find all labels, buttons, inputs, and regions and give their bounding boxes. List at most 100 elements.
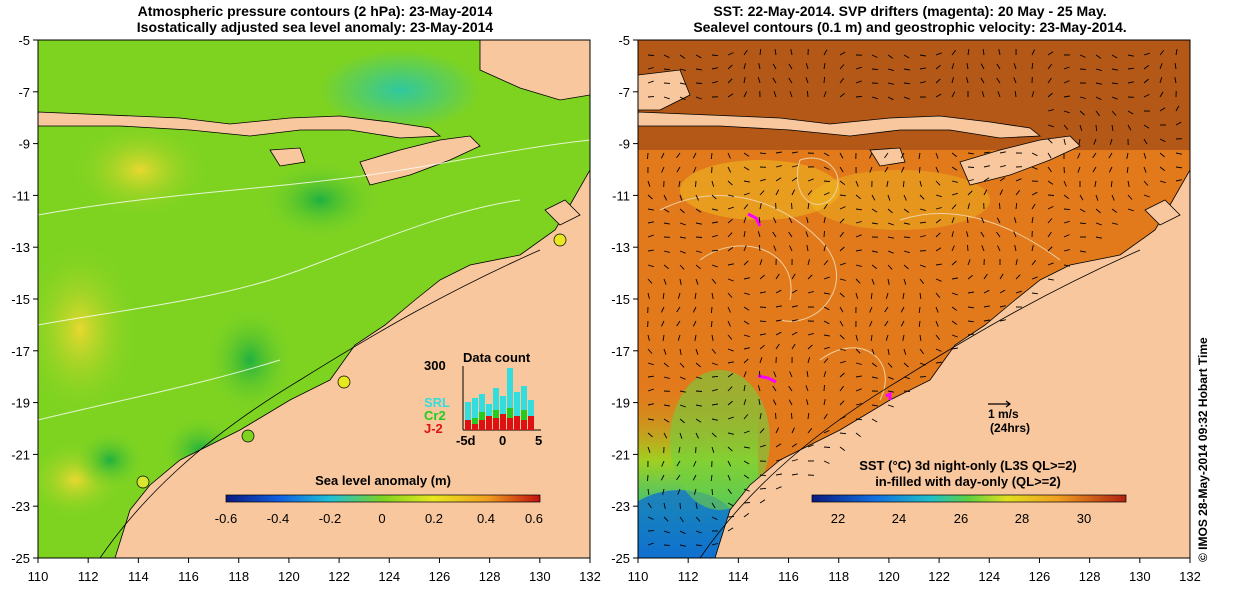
velocity-arrow <box>967 166 975 168</box>
velocity-arrow <box>1127 194 1133 200</box>
velocity-arrow <box>775 427 780 434</box>
velocity-arrow <box>919 221 927 224</box>
velocity-arrow <box>1047 278 1054 281</box>
velocity-arrow <box>663 208 670 213</box>
velocity-arrow <box>679 432 683 439</box>
velocity-arrow <box>884 320 889 327</box>
velocity-arrow <box>951 63 955 70</box>
velocity-arrow <box>1127 54 1134 57</box>
sla-tick: 0.6 <box>525 511 543 526</box>
sla-tick: 0.2 <box>425 511 443 526</box>
left-lon-tick-label: 112 <box>78 569 99 584</box>
velocity-arrow <box>759 274 765 280</box>
velocity-arrow <box>711 375 719 378</box>
right-title-line1: SST: 22-May-2014. SVP drifters (magenta)… <box>713 3 1107 19</box>
velocity-arrow <box>775 189 780 196</box>
velocity-arrow <box>1126 166 1129 173</box>
velocity-arrow <box>791 443 798 448</box>
velocity-arrow <box>743 513 750 518</box>
velocity-arrow <box>1014 245 1017 252</box>
velocity-arrow <box>805 231 809 238</box>
velocity-arrow <box>647 152 649 160</box>
velocity-arrow <box>1175 152 1182 155</box>
velocity-arrow <box>759 428 765 434</box>
velocity-arrow <box>759 333 766 336</box>
right-lon-tick-label: 130 <box>1129 569 1151 584</box>
velocity-arrow <box>679 264 685 270</box>
velocity-arrow <box>839 416 846 420</box>
velocity-arrow <box>871 418 878 423</box>
right-lon-tick-label: 118 <box>828 569 849 584</box>
velocity-arrow <box>711 194 717 200</box>
velocity-arrow <box>647 362 654 366</box>
velocity-arrow <box>1143 93 1150 98</box>
velocity-arrow <box>807 290 814 294</box>
velocity-arrow <box>1063 264 1070 267</box>
velocity-arrow <box>711 54 719 57</box>
velocity-arrow <box>727 278 734 282</box>
velocity-arrow <box>772 63 777 70</box>
velocity-arrow <box>1159 166 1166 171</box>
left-lon-tick-label: 114 <box>128 569 149 584</box>
velocity-arrow <box>1047 77 1052 84</box>
velocity-arrow <box>759 444 766 448</box>
velocity-arrow <box>775 331 782 336</box>
velocity-arrow <box>839 385 844 392</box>
velocity-arrow <box>775 459 782 462</box>
velocity-arrow <box>679 96 686 101</box>
velocity-arrow <box>951 245 955 252</box>
velocity-arrow <box>1031 62 1034 70</box>
velocity-arrow <box>743 474 750 479</box>
right-lat-tick-label: -11 <box>612 188 630 203</box>
velocity-arrow <box>1015 290 1022 294</box>
velocity-arrow <box>791 289 798 294</box>
velocity-arrow <box>855 194 861 200</box>
velocity-arrow <box>663 264 669 270</box>
geostrophic-vectors <box>647 48 1183 547</box>
velocity-arrow <box>887 390 894 393</box>
velocity-arrow <box>951 292 958 296</box>
velocity-arrow <box>1127 180 1130 187</box>
velocity-arrow <box>775 443 782 448</box>
velocity-arrow <box>903 68 910 71</box>
velocity-arrow <box>1031 292 1038 295</box>
right-lon-tick-label: 112 <box>678 569 699 584</box>
velocity-arrow <box>839 206 846 210</box>
velocity-arrow <box>999 164 1006 168</box>
velocity-arrow <box>743 385 746 392</box>
velocity-arrow <box>711 542 718 546</box>
left-lon-tick-label: 116 <box>178 569 199 584</box>
velocity-arrow <box>1015 202 1018 210</box>
velocity-arrow <box>1047 51 1054 56</box>
velocity-arrow <box>679 82 686 85</box>
velocity-arrow <box>711 403 718 406</box>
velocity-arrow <box>759 413 762 420</box>
velocity-arrow <box>1159 50 1165 56</box>
velocity-arrow <box>999 177 1006 182</box>
velocity-arrow <box>855 348 861 354</box>
velocity-arrow <box>951 260 957 266</box>
velocity-arrow <box>935 219 942 224</box>
velocity-arrow <box>693 460 697 467</box>
right-lat-tick-label: -9 <box>618 137 630 152</box>
velocity-arrow <box>919 54 926 57</box>
velocity-arrow <box>663 362 669 368</box>
velocity-arrow <box>839 152 844 159</box>
velocity-arrow <box>823 180 831 183</box>
vector-scale-period: (24hrs) <box>990 421 1030 435</box>
velocity-arrow <box>1095 194 1099 201</box>
velocity-arrow <box>1015 259 1018 266</box>
velocity-arrow <box>743 63 746 70</box>
velocity-arrow <box>983 305 990 308</box>
velocity-arrow <box>679 418 685 424</box>
velocity-arrow <box>855 95 863 98</box>
velocity-arrow <box>679 502 681 510</box>
velocity-arrow <box>743 446 750 449</box>
velocity-arrow <box>791 473 798 476</box>
sst-colorbar-title-line1: SST (°C) 3d night-only (L3S QL>=2) <box>859 458 1077 473</box>
velocity-arrow <box>999 305 1006 308</box>
velocity-arrow <box>1031 152 1038 157</box>
left-lat-tick-label: -7 <box>18 85 30 100</box>
velocity-arrow <box>727 460 732 467</box>
velocity-arrow <box>774 49 777 56</box>
